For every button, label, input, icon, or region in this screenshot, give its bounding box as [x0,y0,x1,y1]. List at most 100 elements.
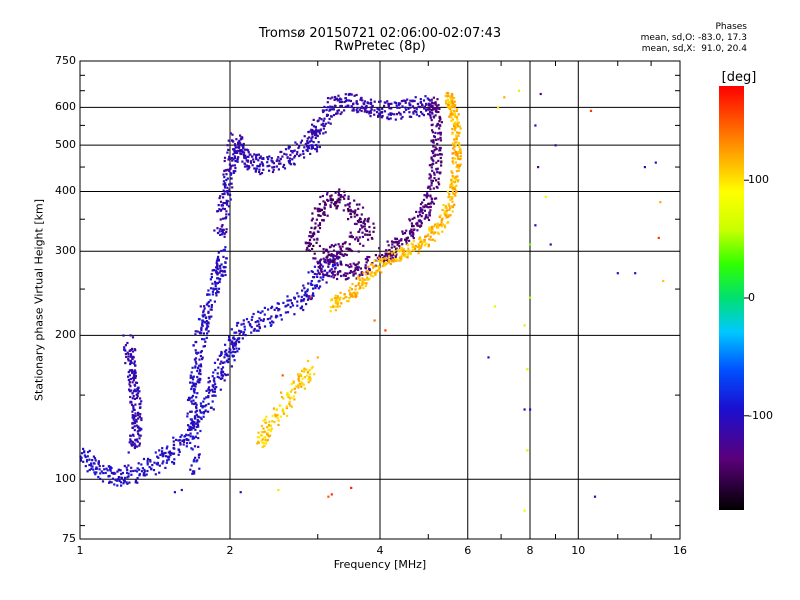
data-point [343,197,346,200]
data-point [313,238,316,241]
data-point [223,248,226,251]
data-point [323,207,326,210]
data-point [310,236,313,239]
data-point [251,155,254,158]
data-point [517,89,521,92]
data-point [329,310,332,313]
data-point [172,462,176,465]
data-point [318,145,321,149]
data-point [158,449,161,452]
data-point [273,421,276,424]
data-point [357,110,360,113]
data-point [411,217,414,220]
data-point [131,347,134,350]
data-point [292,380,295,383]
data-point [327,251,330,254]
data-point [355,93,358,97]
data-point [430,166,433,169]
data-point [430,163,433,166]
data-point [313,252,316,255]
data-point [549,243,552,246]
data-point [386,100,389,103]
data-point [235,324,239,327]
data-point [250,318,253,321]
data-point [146,461,149,464]
data-point [373,319,376,322]
data-point [427,98,430,101]
data-point [166,445,169,448]
data-point [389,254,392,257]
data-point [223,361,226,364]
data-point [207,386,211,389]
data-point [261,441,264,444]
data-point [213,361,217,364]
data-point [225,216,228,219]
data-point [374,254,377,257]
data-point [243,162,246,165]
data-point [258,327,261,330]
data-point [227,213,231,216]
data-point [189,432,192,435]
data-point [333,261,336,264]
data-point [440,225,443,228]
data-point [432,139,435,142]
data-point [171,461,174,464]
data-point [289,153,292,157]
data-point [438,215,441,218]
data-point [208,293,211,296]
data-point [451,93,454,96]
data-point [349,208,352,211]
data-point [300,300,303,303]
data-point [279,157,282,161]
data-point [300,306,303,309]
data-point [83,450,86,453]
data-point [258,156,261,160]
data-point [109,468,112,471]
data-point [452,162,455,165]
data-point [391,254,394,257]
data-point [193,472,196,475]
data-point [315,130,319,133]
data-point [365,273,368,276]
data-point [237,156,240,159]
data-point [313,233,316,236]
data-point [128,369,131,372]
data-point [369,106,372,109]
data-point [419,220,422,223]
data-point [255,156,258,159]
data-point [451,196,454,199]
data-point [306,137,309,140]
data-point [391,258,394,261]
data-point [449,113,452,116]
data-point [340,263,343,266]
data-point [455,190,458,193]
data-point [232,337,235,340]
data-point [192,423,195,426]
data-point [318,279,321,282]
data-point [236,350,239,353]
data-point [360,224,363,227]
data-point [324,122,327,125]
data-point [361,231,364,234]
data-point [413,99,416,103]
data-point [416,102,419,105]
data-point [213,229,216,232]
data-point [305,145,309,148]
data-point [247,151,250,154]
data-point [269,424,272,427]
data-point [296,292,299,295]
data-point [190,387,193,391]
data-point [199,332,202,335]
data-point [454,123,457,126]
data-point [365,261,368,264]
data-point [135,390,138,393]
data-point [323,109,326,112]
data-point [317,141,320,144]
data-point [659,201,662,204]
data-point [254,321,257,324]
data-point [326,193,329,196]
data-point [332,249,336,252]
data-point [331,265,334,268]
data-point [358,219,361,222]
data-point [302,150,305,153]
